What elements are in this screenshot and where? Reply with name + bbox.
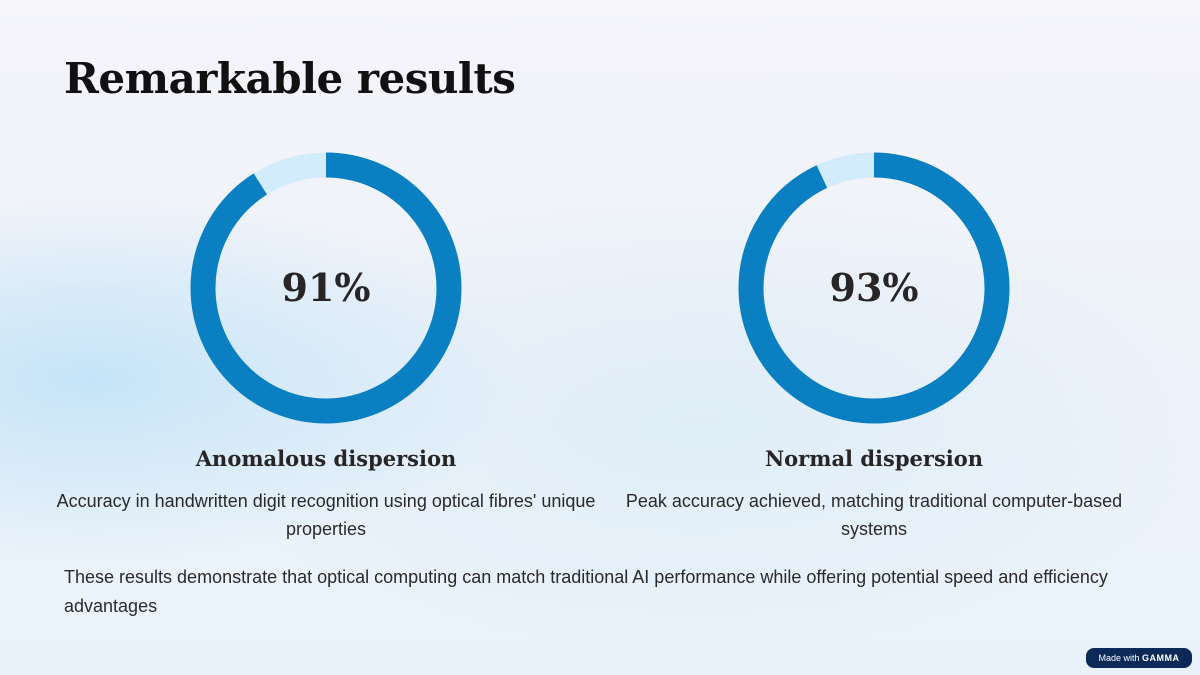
made-with-gamma-badge[interactable]: Made with GAMMA <box>1086 648 1192 668</box>
gamma-logo: GAMMA <box>1142 653 1180 663</box>
stat-card-anomalous: 91% Anomalous dispersion Accuracy in han… <box>46 150 606 543</box>
stat-heading: Normal dispersion <box>764 446 984 471</box>
stat-value: 93% <box>829 265 919 310</box>
badge-prefix: Made with <box>1098 653 1140 663</box>
stat-description: Peak accuracy achieved, matching traditi… <box>625 491 1123 539</box>
stat-description: Accuracy in handwritten digit recognitio… <box>56 491 596 539</box>
donut-ring <box>190 152 462 424</box>
stat-value: 91% <box>281 265 371 310</box>
stat-heading: Anomalous dispersion <box>195 446 457 471</box>
donut-ring <box>738 152 1010 424</box>
donut-chart: 91% <box>188 150 464 426</box>
donut-fill <box>738 152 1010 424</box>
donut-fill <box>190 152 462 424</box>
donut-chart: 93% <box>736 150 1012 426</box>
summary-text: These results demonstrate that optical c… <box>64 567 1108 616</box>
slide-title: Remarkable results <box>64 54 516 103</box>
stat-card-normal: 93% Normal dispersion Peak accuracy achi… <box>594 150 1154 543</box>
